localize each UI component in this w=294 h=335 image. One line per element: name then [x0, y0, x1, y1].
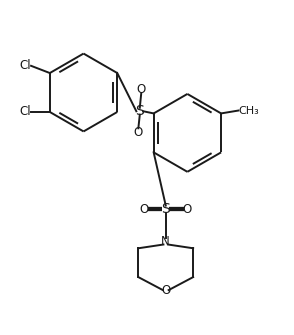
Text: O: O	[161, 284, 171, 296]
Text: O: O	[183, 203, 192, 216]
Text: O: O	[139, 203, 149, 216]
Text: N: N	[161, 234, 170, 248]
Text: O: O	[137, 83, 146, 96]
Text: Cl: Cl	[19, 106, 31, 119]
Text: O: O	[134, 126, 143, 138]
Text: S: S	[161, 202, 170, 216]
Text: Cl: Cl	[19, 59, 31, 72]
Text: CH₃: CH₃	[238, 106, 259, 116]
Text: S: S	[136, 104, 144, 118]
